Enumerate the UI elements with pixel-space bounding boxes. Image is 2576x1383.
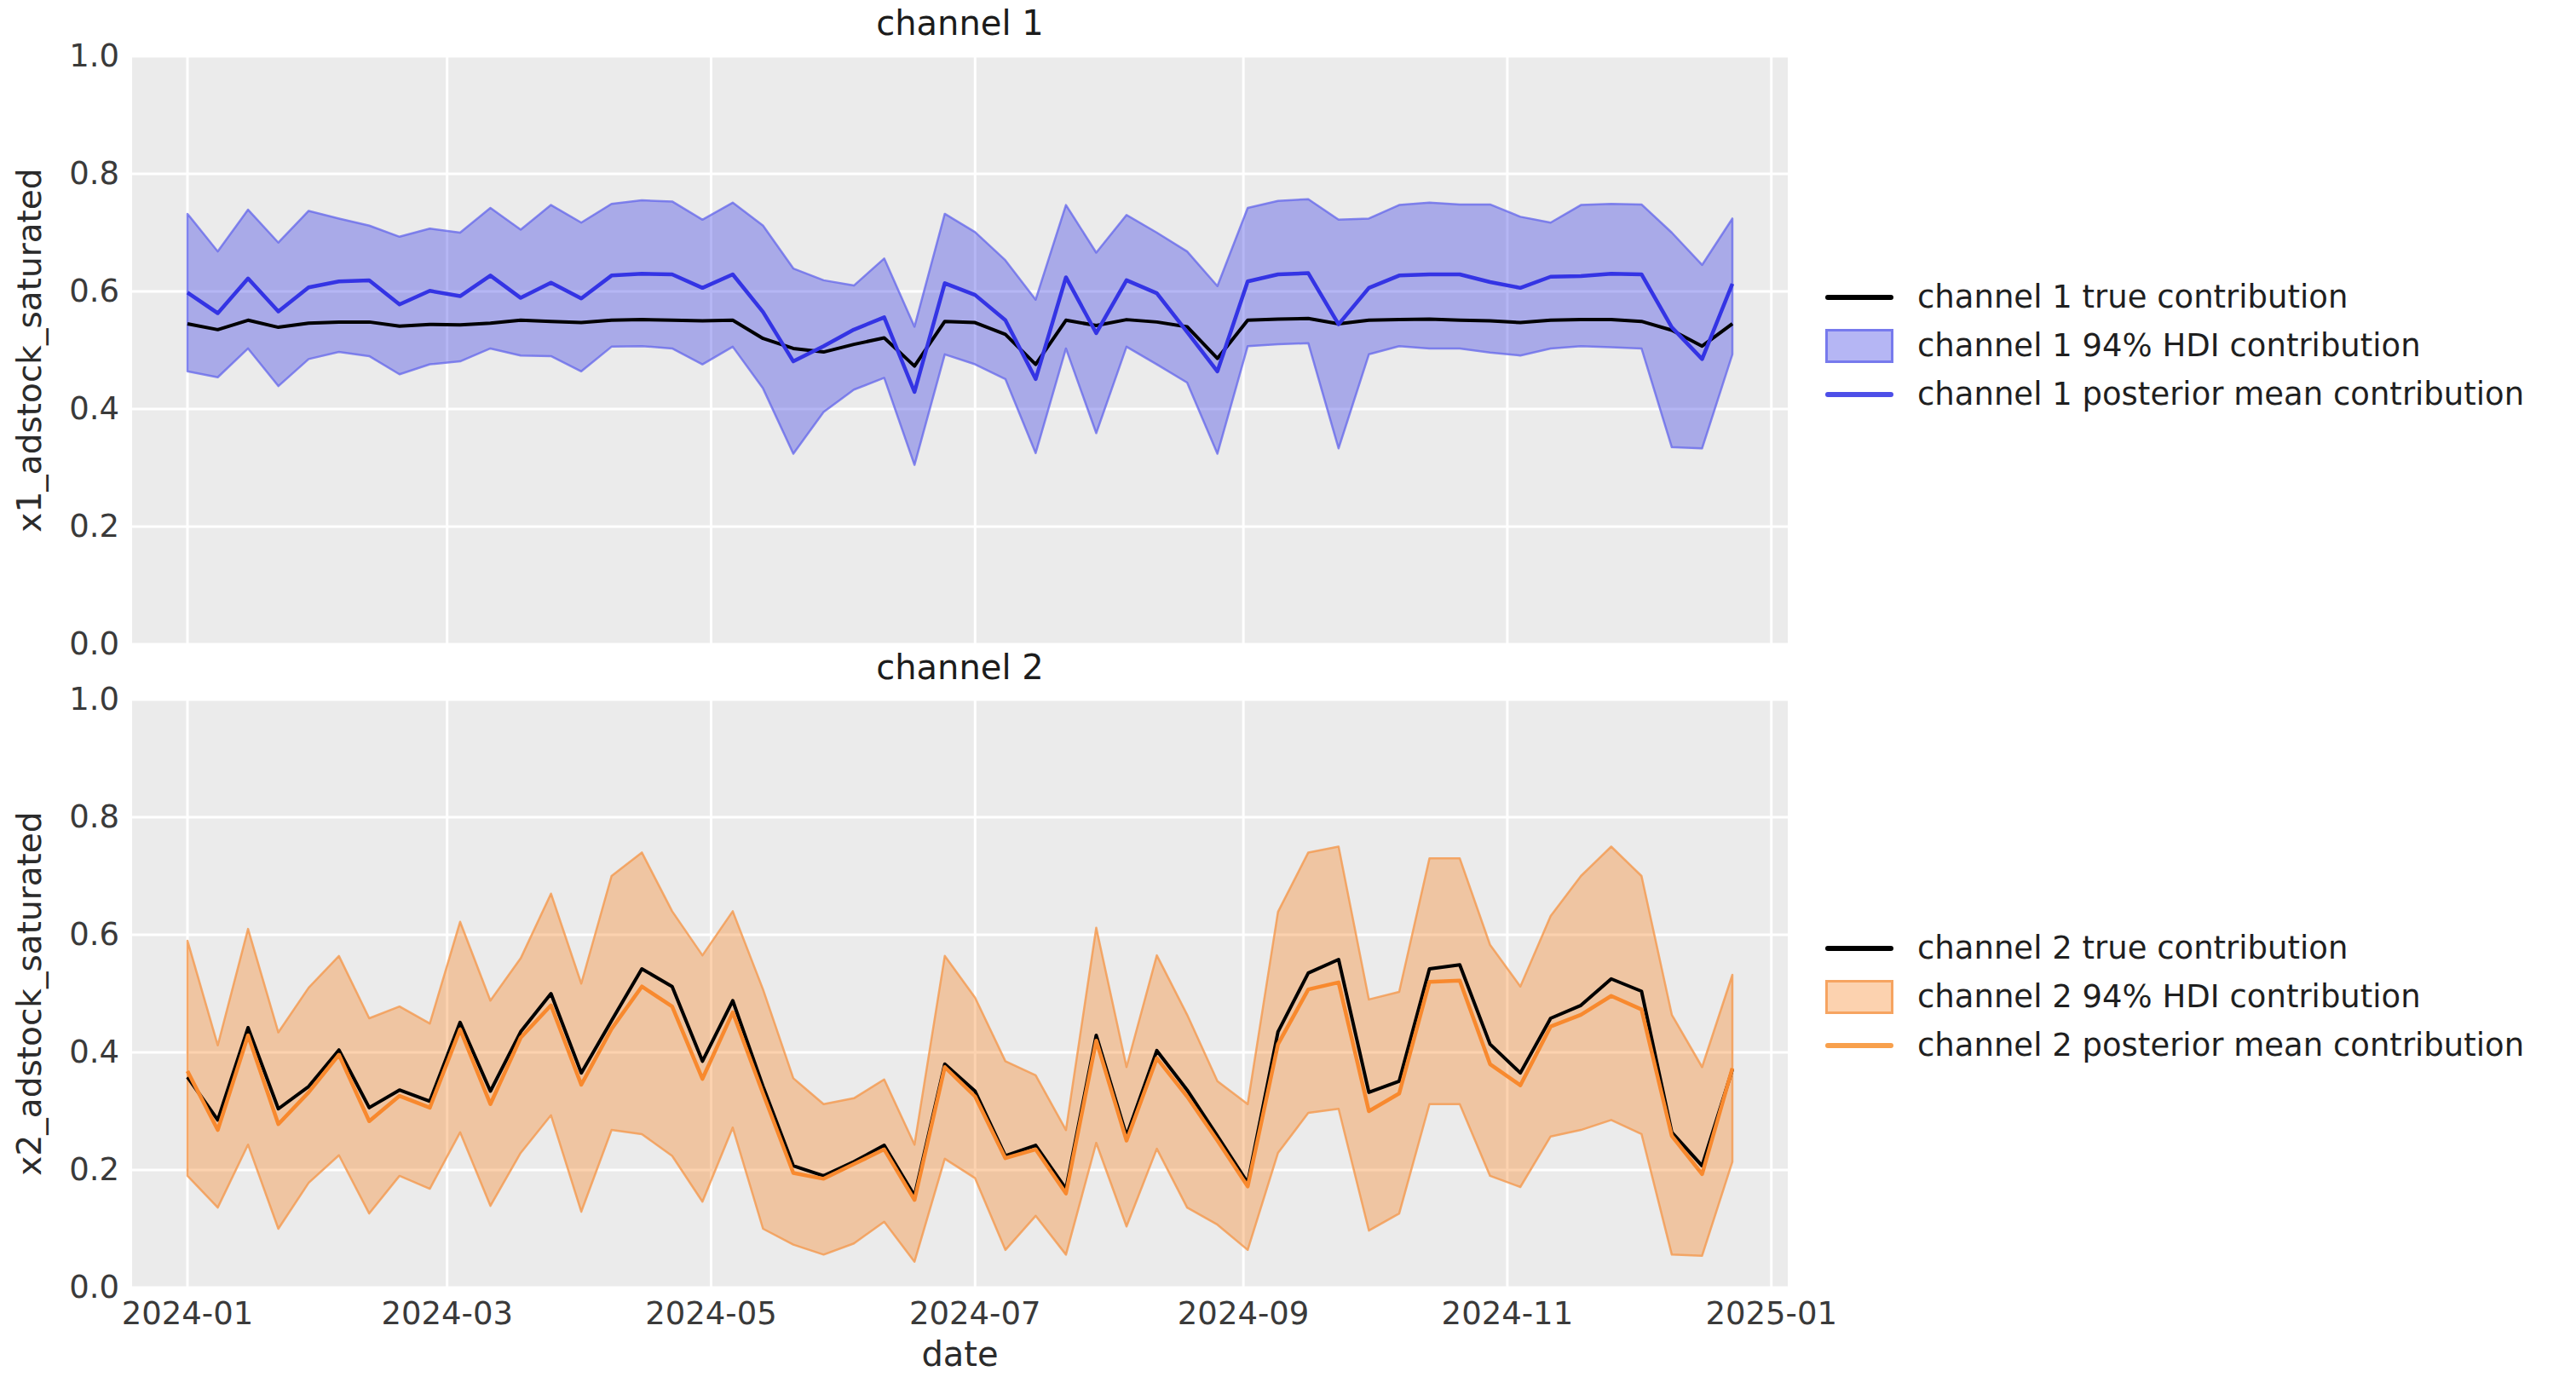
chart1-y-axis-label: x1_adstock_saturated [10,168,49,532]
y-tick-label: 0.4 [0,1033,119,1072]
legend-item: channel 1 posterior mean contribution [1825,370,2524,418]
legend-hdi-patch-swatch [1825,329,1893,363]
legend-item-label: channel 1 94% HDI contribution [1917,327,2421,364]
legend-mean-line-swatch [1825,1043,1893,1048]
legend-item: channel 1 true contribution [1825,273,2524,321]
y-tick-label: 0.2 [0,1150,119,1190]
x-tick-label: 2024-11 [1405,1295,1610,1332]
legend-item-label: channel 2 94% HDI contribution [1917,978,2421,1015]
legend-item-label: channel 1 posterior mean contribution [1917,376,2524,412]
legend-item: channel 1 94% HDI contribution [1825,321,2524,370]
x-tick-label: 2024-09 [1141,1295,1346,1332]
legend-item-label: channel 2 true contribution [1917,930,2348,966]
x-axis-label: date [132,1334,1788,1374]
y-tick-label: 1.0 [0,37,119,76]
y-tick-label: 0.0 [0,625,119,664]
x-tick-label: 2024-01 [85,1295,290,1332]
charts-canvas [0,0,2576,1383]
legend-item-label: channel 2 posterior mean contribution [1917,1027,2524,1063]
legend-item-label: channel 1 true contribution [1917,279,2348,315]
chart2-y-axis-label: x2_adstock_saturated [10,811,49,1175]
y-tick-label: 0.6 [0,915,119,954]
legend-item: channel 2 94% HDI contribution [1825,972,2524,1021]
legend-item: channel 2 true contribution [1825,924,2524,972]
legend-hdi-patch-swatch [1825,980,1893,1014]
y-tick-label: 0.8 [0,798,119,837]
legend-channel-1: channel 1 true contribution channel 1 94… [1825,273,2524,418]
y-tick-label: 0.4 [0,389,119,429]
x-tick-label: 2024-07 [873,1295,1077,1332]
legend-mean-line-swatch [1825,392,1893,397]
chart2-title: channel 2 [132,648,1788,687]
y-tick-label: 0.8 [0,154,119,193]
legend-true-line-swatch [1825,946,1893,951]
x-tick-label: 2025-01 [1669,1295,1874,1332]
chart1-title: channel 1 [132,3,1788,43]
legend-true-line-swatch [1825,295,1893,300]
y-tick-label: 1.0 [0,680,119,719]
y-tick-label: 0.2 [0,507,119,546]
legend-channel-2: channel 2 true contribution channel 2 94… [1825,924,2524,1069]
x-tick-label: 2024-03 [345,1295,550,1332]
legend-item: channel 2 posterior mean contribution [1825,1021,2524,1069]
y-tick-label: 0.6 [0,272,119,311]
x-tick-label: 2024-05 [608,1295,813,1332]
figure: channel 1 channel 2 x1_adstock_saturated… [0,0,2576,1383]
